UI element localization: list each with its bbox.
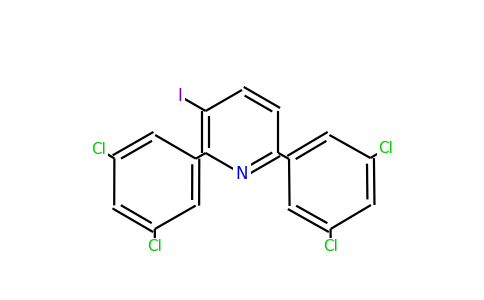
Text: N: N xyxy=(236,165,248,183)
Text: Cl: Cl xyxy=(378,141,393,156)
Text: Cl: Cl xyxy=(147,239,162,254)
Text: Cl: Cl xyxy=(91,142,106,157)
Text: Cl: Cl xyxy=(323,239,338,254)
Text: I: I xyxy=(177,87,182,105)
